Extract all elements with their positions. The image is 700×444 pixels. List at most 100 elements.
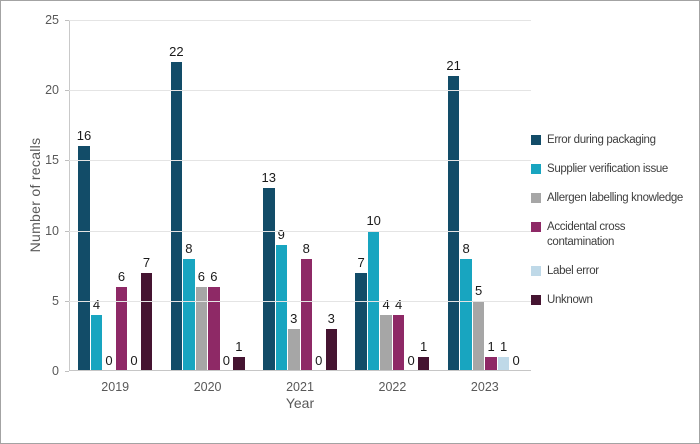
bar-value-label: 8: [185, 240, 193, 256]
legend-item: Allergen labelling knowledge: [531, 191, 699, 206]
bar-value-label: 0: [512, 353, 520, 368]
bar-slot: 0: [313, 20, 325, 371]
bar-value-label: 1: [499, 338, 508, 354]
bar-row: 7 10 4 4 0 1: [355, 20, 430, 371]
bar-value-label: 9: [277, 226, 285, 242]
legend-swatch-icon: [531, 295, 541, 305]
bar: [183, 258, 195, 371]
gridline: [69, 230, 531, 232]
bar-value-label: 1: [420, 338, 428, 354]
bar: [485, 356, 497, 371]
legend-item: Unknown: [531, 293, 699, 308]
legend-label: Unknown: [547, 294, 593, 306]
gridline: [69, 20, 531, 21]
legend-swatch-icon: [531, 193, 541, 203]
bar-group: 16 4 0 6 0 7 2019: [69, 20, 161, 394]
y-tick-mark: [65, 230, 69, 232]
bar-slot: 5: [472, 20, 485, 371]
legend-item: Accidental cross contamination: [531, 220, 699, 250]
bar: [233, 356, 245, 371]
bar-value-label: 0: [315, 353, 323, 368]
y-tick-label: 20: [45, 83, 59, 98]
bar-slot: 1: [485, 20, 497, 371]
bar: [288, 328, 300, 371]
bar: [392, 314, 405, 371]
legend-item: Error during packaging: [531, 133, 699, 148]
legend-label: Allergen labelling knowledge: [547, 192, 683, 204]
bar-slot: 7: [355, 20, 367, 371]
chart-legend: Error during packaging Supplier verificat…: [531, 133, 699, 322]
bar-value-label: 0: [130, 353, 138, 368]
y-tick-mark: [65, 90, 69, 92]
bar-value-label: 4: [92, 296, 101, 312]
bar-slot: 16: [77, 20, 91, 371]
y-tick-mark: [65, 371, 69, 372]
bar-slot: 1: [233, 20, 245, 371]
bar-row: 21 8 5 1 1 0: [446, 20, 522, 371]
x-tick-label: 2023: [470, 380, 499, 394]
bar: [447, 76, 460, 371]
bar: [275, 244, 288, 371]
bar: [355, 272, 367, 371]
y-tick-mark: [65, 20, 69, 21]
x-tick-label: 2019: [101, 380, 130, 394]
bar-slot: 4: [90, 20, 103, 371]
bar-value-label: 5: [474, 282, 483, 298]
bar-slot: 1: [417, 20, 430, 371]
y-tick-label: 15: [45, 153, 59, 168]
bar-slot: 0: [221, 20, 233, 371]
bar: [208, 286, 220, 371]
bar-slot: 7: [140, 20, 153, 371]
bar-slot: 13: [261, 20, 276, 371]
x-axis-title: Year: [285, 395, 315, 411]
bar: [115, 286, 128, 371]
bar-slot: 8: [460, 20, 472, 371]
legend-label: Accidental cross contamination: [547, 221, 626, 248]
bar-value-label: 21: [446, 58, 461, 74]
bar-slot: 6: [115, 20, 128, 371]
bar-groups: 16 4 0 6 0 7 2019 22 8 6 6 0 1 2020 13 9 3 8 0 3 2021 7 10 4 4 0 1…: [69, 20, 531, 394]
bar-value-label: 13: [261, 170, 276, 186]
bar-value-label: 4: [382, 296, 390, 312]
bar-value-label: 6: [210, 268, 218, 284]
bar-value-label: 8: [462, 240, 470, 256]
bar-value-label: 6: [197, 268, 205, 284]
legend-item: Label error: [531, 264, 699, 279]
legend-swatch-icon: [531, 266, 541, 276]
bar: [140, 272, 153, 371]
bar-slot: 6: [208, 20, 220, 371]
bar-value-label: 7: [357, 254, 365, 270]
bar-value-label: 4: [395, 296, 403, 312]
legend-label: Error during packaging: [547, 134, 656, 146]
bar-group: 22 8 6 6 0 1 2020: [161, 20, 253, 394]
bar: [195, 286, 208, 371]
bar-slot: 4: [392, 20, 405, 371]
bar: [263, 188, 275, 371]
y-tick-label: 25: [45, 13, 59, 27]
x-tick-label: 2022: [378, 380, 407, 394]
bar-row: 13 9 3 8 0 3: [261, 20, 338, 371]
bar: [497, 356, 510, 371]
bar: [380, 314, 392, 371]
bar-slot: 9: [275, 20, 288, 371]
bar-slot: 21: [446, 20, 461, 371]
bar-value-label: 8: [302, 240, 310, 256]
bar-slot: 0: [510, 20, 522, 371]
bar: [325, 328, 338, 371]
bar-slot: 3: [288, 20, 300, 371]
bar: [300, 258, 313, 371]
legend-item: Supplier verification issue: [531, 162, 699, 177]
bar-value-label: 10: [366, 212, 381, 228]
legend-swatch-icon: [531, 222, 541, 232]
bar-slot: 6: [195, 20, 208, 371]
bar: [460, 258, 472, 371]
bar-slot: 0: [128, 20, 140, 371]
bar-value-label: 1: [235, 338, 243, 354]
bar-slot: 0: [405, 20, 417, 371]
legend-swatch-icon: [531, 135, 541, 145]
y-tick-label: 0: [52, 364, 59, 378]
bar-row: 16 4 0 6 0 7: [77, 20, 153, 371]
bar-value-label: 6: [117, 268, 126, 284]
bar-slot: 1: [497, 20, 510, 371]
bar-slot: 8: [183, 20, 195, 371]
